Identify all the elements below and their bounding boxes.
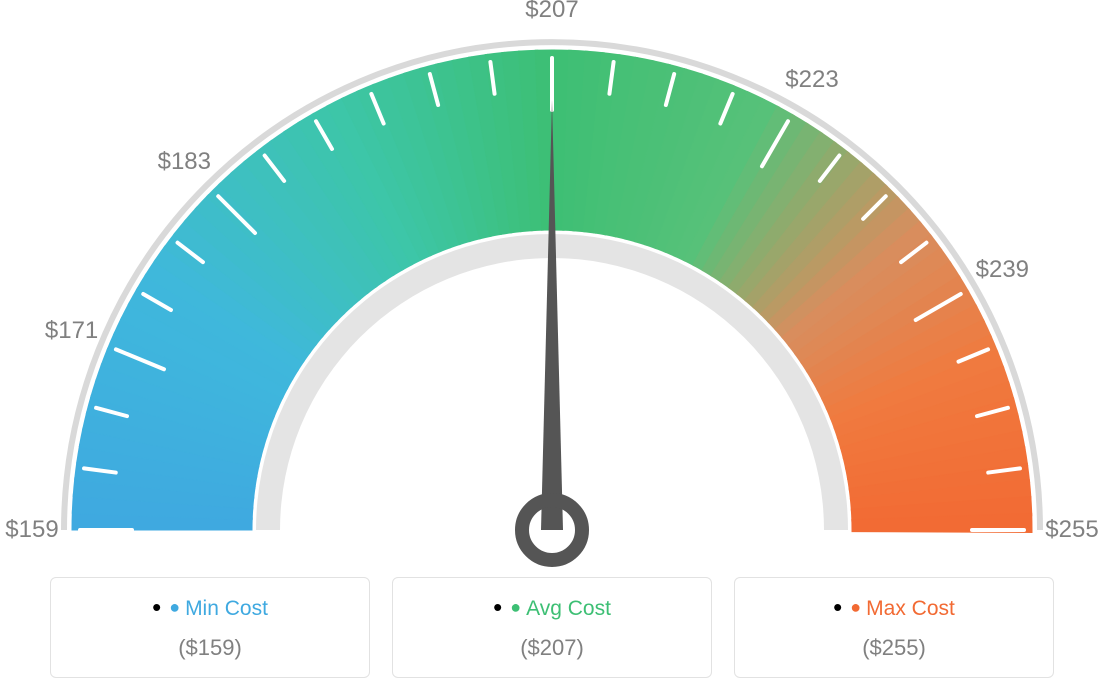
gauge-tick-label: $255: [1045, 516, 1098, 544]
gauge-tick-label: $159: [5, 516, 58, 544]
gauge-chart: $159 $171 $183 $207 $223 $239 $255: [0, 0, 1104, 580]
legend-avg: ● Avg Cost ($207): [392, 577, 712, 678]
gauge-tick-label: $183: [158, 148, 211, 176]
legend-min: ● Min Cost ($159): [50, 577, 370, 678]
gauge-tick-label: $207: [525, 0, 578, 24]
legend-row: ● Min Cost ($159) ● Avg Cost ($207) ● Ma…: [0, 577, 1104, 678]
gauge-svg: [0, 0, 1104, 580]
gauge-tick-label: $239: [976, 256, 1029, 284]
legend-avg-value: ($207): [403, 635, 701, 661]
legend-max-value: ($255): [745, 635, 1043, 661]
gauge-tick-label: $223: [785, 66, 838, 94]
legend-min-title: ● Min Cost: [61, 592, 359, 623]
legend-max: ● Max Cost ($255): [734, 577, 1054, 678]
gauge-tick-label: $171: [45, 317, 98, 345]
legend-avg-title: ● Avg Cost: [403, 592, 701, 623]
legend-min-value: ($159): [61, 635, 359, 661]
legend-max-title: ● Max Cost: [745, 592, 1043, 623]
